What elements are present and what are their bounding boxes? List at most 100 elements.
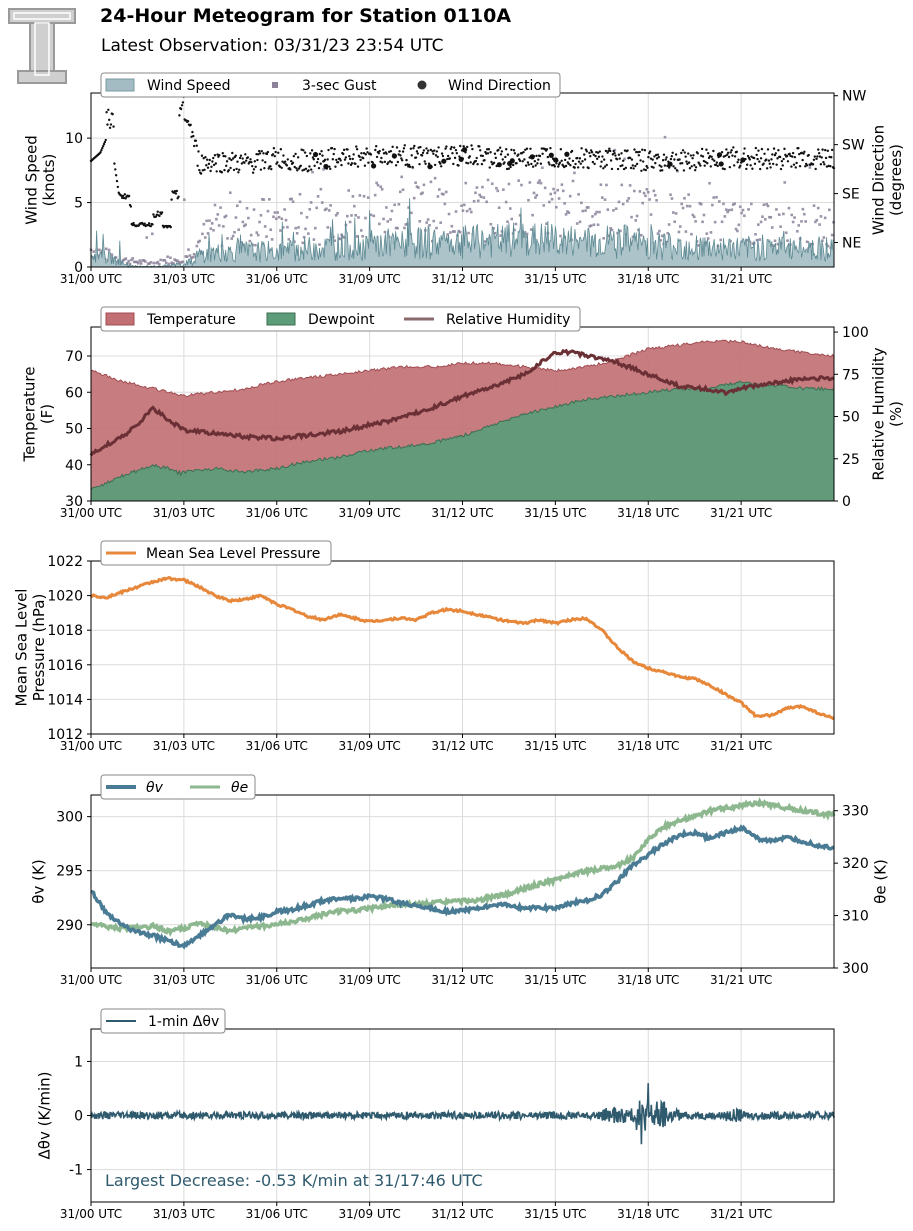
wind-direction-marker bbox=[439, 162, 442, 165]
wind-direction-marker bbox=[614, 154, 617, 157]
gust-marker bbox=[510, 217, 514, 221]
gust-marker bbox=[240, 241, 243, 244]
wind-direction-marker bbox=[250, 160, 253, 164]
wind-direction-marker bbox=[400, 159, 404, 162]
gust-marker bbox=[252, 208, 256, 211]
wind-direction-marker bbox=[449, 147, 452, 151]
y2-tick-label: 310 bbox=[842, 909, 869, 925]
wind-direction-marker bbox=[558, 161, 562, 164]
wind-direction-marker bbox=[637, 154, 641, 157]
wind-direction-marker bbox=[513, 152, 517, 155]
wind-direction-marker bbox=[416, 152, 419, 155]
x-tick-label: 31/21 UTC bbox=[710, 739, 772, 753]
wind-direction-marker bbox=[688, 167, 692, 170]
gust-marker bbox=[375, 181, 378, 185]
wind-direction-marker bbox=[663, 164, 667, 167]
gust-marker bbox=[719, 238, 722, 242]
gust-marker bbox=[660, 234, 664, 238]
wind-direction-marker bbox=[114, 168, 117, 171]
wind-direction-marker bbox=[531, 165, 535, 168]
gust-marker bbox=[575, 222, 579, 225]
gust-marker bbox=[135, 260, 139, 264]
gust-marker bbox=[783, 181, 787, 184]
gust-marker bbox=[105, 247, 108, 251]
gust-marker bbox=[357, 216, 360, 219]
wind-direction-marker bbox=[670, 154, 673, 158]
wind-direction-marker bbox=[753, 162, 757, 166]
gust-marker bbox=[701, 220, 704, 224]
gust-marker bbox=[333, 239, 337, 243]
wind-direction-marker bbox=[726, 153, 729, 156]
gust-marker bbox=[706, 237, 710, 240]
gust-marker bbox=[585, 206, 589, 209]
wind-direction-marker bbox=[344, 156, 348, 159]
gust-marker bbox=[683, 196, 686, 200]
y2-tick-label: 75 bbox=[842, 367, 860, 383]
gust-marker bbox=[138, 259, 142, 263]
wind-direction-marker bbox=[658, 164, 661, 167]
gust-marker bbox=[588, 224, 592, 228]
legend-swatch bbox=[266, 312, 296, 326]
gust-marker bbox=[745, 238, 749, 242]
gust-marker bbox=[450, 224, 454, 228]
wind-direction-marker bbox=[622, 167, 626, 171]
wind-direction-marker bbox=[816, 155, 819, 158]
gust-marker bbox=[195, 244, 199, 248]
wind-direction-marker bbox=[730, 149, 733, 152]
gust-marker bbox=[298, 192, 302, 196]
wind-direction-marker bbox=[317, 166, 321, 170]
wind-direction-marker bbox=[481, 154, 485, 158]
gust-marker bbox=[489, 222, 493, 226]
gust-marker bbox=[765, 202, 768, 206]
wind-direction-marker bbox=[640, 169, 643, 172]
gust-marker bbox=[724, 208, 728, 211]
wind-direction-marker bbox=[244, 159, 248, 162]
wind-direction-marker bbox=[423, 160, 426, 163]
wind-direction-marker bbox=[763, 152, 766, 155]
gust-marker bbox=[757, 223, 760, 226]
wind-direction-marker bbox=[308, 165, 311, 168]
gust-marker bbox=[404, 223, 408, 226]
wind-direction-marker bbox=[610, 167, 614, 171]
gust-marker bbox=[146, 262, 150, 265]
wind-direction-marker bbox=[706, 151, 710, 155]
wind-direction-marker bbox=[563, 165, 566, 169]
gust-marker bbox=[174, 259, 178, 262]
wind-direction-marker bbox=[504, 155, 507, 159]
wind-direction-marker bbox=[257, 149, 261, 153]
legend-label: Temperature bbox=[146, 312, 236, 328]
wind-direction-marker bbox=[348, 155, 351, 158]
y2-axis-label: Wind Direction (degrees) bbox=[869, 125, 905, 235]
wind-direction-marker bbox=[629, 166, 633, 170]
wind-direction-marker bbox=[470, 144, 473, 147]
wind-direction-marker bbox=[271, 153, 275, 156]
gust-marker bbox=[639, 233, 643, 237]
gust-marker bbox=[439, 221, 442, 225]
wind-direction-marker bbox=[807, 153, 810, 157]
wind-direction-marker bbox=[198, 168, 201, 172]
x-tick-label: 31/21 UTC bbox=[710, 973, 772, 987]
wind-direction-marker bbox=[358, 155, 361, 159]
y-axis-label-line: (knots) bbox=[40, 154, 58, 207]
gust-marker bbox=[828, 208, 831, 212]
wind-direction-marker bbox=[698, 162, 701, 166]
wind-direction-marker bbox=[243, 161, 246, 164]
wind-direction-marker bbox=[770, 158, 773, 161]
wind-direction-marker bbox=[234, 154, 237, 157]
wind-direction-marker bbox=[714, 163, 718, 166]
gust-marker bbox=[766, 204, 770, 208]
gust-marker bbox=[816, 206, 820, 210]
gust-marker bbox=[490, 182, 494, 186]
wind-direction-marker bbox=[771, 153, 774, 156]
y-tick-label: -1 bbox=[69, 1163, 83, 1179]
gust-marker bbox=[394, 226, 398, 230]
wind-direction-marker bbox=[560, 159, 563, 162]
wind-direction-marker bbox=[488, 166, 491, 169]
wind-direction-marker bbox=[667, 161, 673, 167]
gust-marker bbox=[688, 204, 692, 208]
wind-direction-marker bbox=[361, 157, 365, 160]
gust-marker bbox=[483, 240, 487, 243]
gust-marker bbox=[476, 199, 480, 203]
wind-direction-marker bbox=[609, 149, 612, 153]
x-tick-label: 31/18 UTC bbox=[617, 272, 679, 286]
